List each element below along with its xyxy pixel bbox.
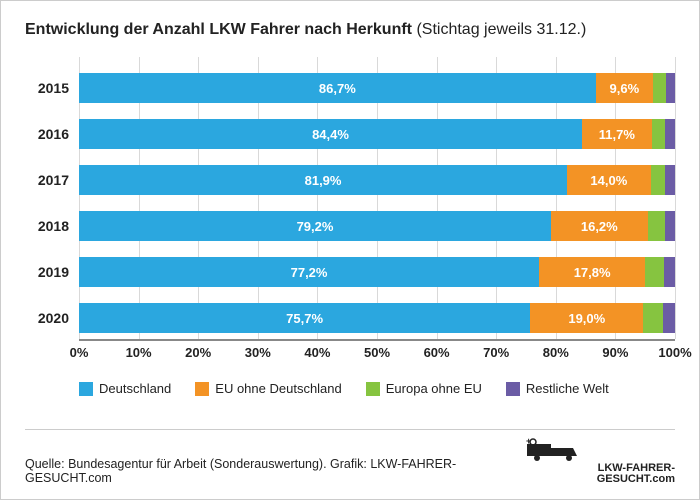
y-label: 2016 [25, 111, 79, 157]
legend-label: Deutschland [99, 381, 171, 396]
x-tick-label: 0% [70, 345, 89, 360]
legend-swatch [366, 382, 380, 396]
x-tick-label: 60% [424, 345, 450, 360]
y-label: 2018 [25, 203, 79, 249]
y-axis-labels: 201520162017201820192020 [25, 57, 79, 367]
bar-segment: 86,7% [79, 73, 596, 103]
bar-track: 86,7%9,6% [79, 73, 675, 103]
gridline [675, 57, 676, 339]
legend: Deutschland EU ohne Deutschland Europa ohn… [79, 381, 675, 396]
legend-item: Restliche Welt [506, 381, 609, 396]
legend-swatch [195, 382, 209, 396]
bar-track: 75,7%19,0% [79, 303, 675, 333]
bar-segment [651, 165, 666, 195]
bar-segment: 11,7% [582, 119, 652, 149]
bars-container: 86,7%9,6%84,4%11,7%81,9%14,0%79,2%16,2%7… [79, 65, 675, 341]
bar-segment [665, 119, 675, 149]
bar-segment [652, 119, 666, 149]
x-tick-label: 30% [245, 345, 271, 360]
bar-row: 84,4%11,7% [79, 111, 675, 157]
bar-row: 81,9%14,0% [79, 157, 675, 203]
x-tick-label: 10% [126, 345, 152, 360]
bar-segment [666, 73, 675, 103]
chart-area: 201520162017201820192020 86,7%9,6%84,4%1… [25, 57, 675, 367]
x-tick-label: 80% [543, 345, 569, 360]
bar-row: 86,7%9,6% [79, 65, 675, 111]
bar-track: 77,2%17,8% [79, 257, 675, 287]
bar-segment: 19,0% [530, 303, 643, 333]
y-label: 2015 [25, 65, 79, 111]
bar-track: 81,9%14,0% [79, 165, 675, 195]
legend-item: EU ohne Deutschland [195, 381, 341, 396]
bar-segment: 84,4% [79, 119, 582, 149]
bar-segment: 79,2% [79, 211, 551, 241]
bar-segment [648, 211, 665, 241]
plot: 86,7%9,6%84,4%11,7%81,9%14,0%79,2%16,2%7… [79, 57, 675, 367]
legend-swatch [79, 382, 93, 396]
bar-track: 79,2%16,2% [79, 211, 675, 241]
svg-text:+: + [526, 438, 531, 446]
bar-row: 77,2%17,8% [79, 249, 675, 295]
title-main: Entwicklung der Anzahl LKW Fahrer nach H… [25, 21, 412, 38]
bar-segment: 77,2% [79, 257, 539, 287]
bar-segment [665, 211, 675, 241]
source-text: Quelle: Bundesagentur für Arbeit (Sonder… [25, 457, 525, 485]
title-sub: (Stichtag jeweils 31.12.) [416, 21, 586, 38]
y-label: 2020 [25, 295, 79, 341]
x-tick-label: 90% [602, 345, 628, 360]
bar-segment [653, 73, 666, 103]
y-label: 2017 [25, 157, 79, 203]
legend-item: Deutschland [79, 381, 171, 396]
bar-segment: 9,6% [596, 73, 653, 103]
bar-segment: 17,8% [539, 257, 645, 287]
legend-label: EU ohne Deutschland [215, 381, 341, 396]
y-label: 2019 [25, 249, 79, 295]
bar-segment: 16,2% [551, 211, 648, 241]
x-tick-label: 100% [658, 345, 691, 360]
footer: Quelle: Bundesagentur für Arbeit (Sonder… [25, 429, 675, 485]
x-tick-label: 70% [483, 345, 509, 360]
bar-segment [645, 257, 664, 287]
bar-segment [664, 257, 675, 287]
chart-title: Entwicklung der Anzahl LKW Fahrer nach H… [25, 21, 675, 39]
bar-segment: 81,9% [79, 165, 567, 195]
x-tick-label: 50% [364, 345, 390, 360]
x-axis: 0%10%20%30%40%50%60%70%80%90%100% [79, 339, 675, 367]
brand-logo: + LKW-FAHRER-GESUCHT.com [525, 438, 675, 485]
bar-segment [643, 303, 663, 333]
bar-segment [663, 303, 675, 333]
legend-swatch [506, 382, 520, 396]
legend-label: Europa ohne EU [386, 381, 482, 396]
truck-icon: + [525, 438, 581, 462]
bar-row: 75,7%19,0% [79, 295, 675, 341]
logo-text: LKW-FAHRER-GESUCHT.com [597, 462, 675, 485]
x-tick-label: 40% [304, 345, 330, 360]
legend-item: Europa ohne EU [366, 381, 482, 396]
legend-label: Restliche Welt [526, 381, 609, 396]
x-tick-label: 20% [185, 345, 211, 360]
bar-segment: 14,0% [567, 165, 650, 195]
bar-row: 79,2%16,2% [79, 203, 675, 249]
bar-segment: 75,7% [79, 303, 530, 333]
bar-segment [665, 165, 675, 195]
bar-track: 84,4%11,7% [79, 119, 675, 149]
